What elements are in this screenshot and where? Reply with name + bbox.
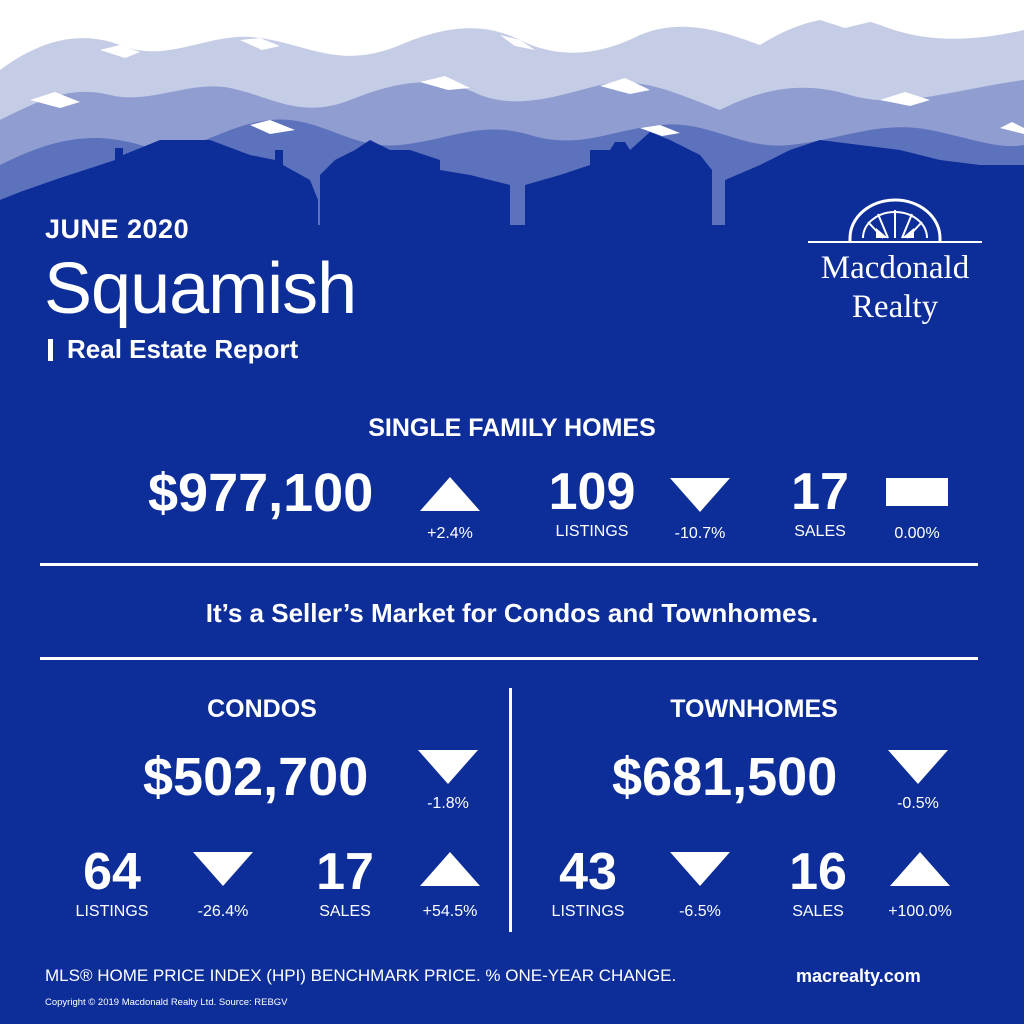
condos-sales: 17 bbox=[316, 843, 374, 901]
condos-listings-label: LISTINGS bbox=[75, 903, 149, 920]
condos-listings: 64 bbox=[83, 843, 141, 901]
mountain-skyline-illustration bbox=[0, 0, 1024, 260]
single-family-title: SINGLE FAMILY HOMES bbox=[368, 414, 656, 442]
sunrise-window-icon bbox=[808, 198, 982, 243]
condos-price: $502,700 bbox=[143, 747, 369, 807]
townhomes-listings-down-arrow-icon bbox=[670, 852, 730, 886]
single-family-sales: 17 bbox=[791, 463, 849, 521]
sales-flat-indicator-icon bbox=[886, 478, 948, 506]
townhomes-sales-change: +100.0% bbox=[888, 903, 952, 920]
report-month: JUNE 2020 bbox=[45, 214, 190, 244]
townhomes-price-down-arrow-icon bbox=[888, 750, 948, 784]
townhomes-price-change: -0.5% bbox=[897, 795, 939, 812]
condos-sales-label: SALES bbox=[319, 903, 371, 920]
divider-middle bbox=[40, 657, 978, 660]
single-family-sales-label: SALES bbox=[794, 523, 846, 540]
townhomes-listings-change: -6.5% bbox=[679, 903, 721, 920]
report-subtitle: Real Estate Report bbox=[48, 334, 298, 365]
condos-listings-change: -26.4% bbox=[197, 903, 249, 920]
condos-price-down-arrow-icon bbox=[418, 750, 478, 784]
single-family-listings-change: -10.7% bbox=[674, 525, 726, 542]
single-family-listings: 109 bbox=[548, 463, 636, 521]
condos-listings-down-arrow-icon bbox=[193, 852, 253, 886]
single-family-price-change: +2.4% bbox=[427, 525, 473, 542]
city-title: Squamish bbox=[44, 249, 357, 329]
brand-name-line2: Realty bbox=[851, 289, 939, 325]
single-family-sales-change: 0.00% bbox=[894, 525, 940, 542]
single-family-listings-label: LISTINGS bbox=[555, 523, 629, 540]
footer-note: MLS® HOME PRICE INDEX (HPI) BENCHMARK PR… bbox=[45, 966, 677, 985]
townhomes-listings-label: LISTINGS bbox=[551, 903, 625, 920]
condos-sales-up-arrow-icon bbox=[420, 852, 480, 886]
price-up-arrow-icon bbox=[420, 477, 480, 511]
report-subtitle-text: Real Estate Report bbox=[67, 334, 299, 364]
townhomes-title: TOWNHOMES bbox=[670, 695, 838, 723]
divider-top bbox=[40, 563, 978, 566]
condos-title: CONDOS bbox=[207, 695, 317, 723]
townhomes-sales: 16 bbox=[789, 843, 847, 901]
copyright-text: Copyright © 2019 Macdonald Realty Ltd. S… bbox=[45, 997, 288, 1008]
condos-price-change: -1.8% bbox=[427, 795, 469, 812]
market-tagline: It’s a Seller’s Market for Condos and To… bbox=[205, 598, 819, 628]
website-link[interactable]: macrealty.com bbox=[796, 966, 921, 986]
townhomes-listings: 43 bbox=[559, 843, 617, 901]
listings-down-arrow-icon bbox=[670, 478, 730, 512]
divider-vertical bbox=[509, 688, 512, 932]
townhomes-sales-up-arrow-icon bbox=[890, 852, 950, 886]
brand-name-line1: Macdonald bbox=[820, 250, 970, 286]
townhomes-price: $681,500 bbox=[612, 747, 838, 807]
townhomes-sales-label: SALES bbox=[792, 903, 844, 920]
single-family-price: $977,100 bbox=[148, 463, 374, 523]
accent-bar bbox=[48, 339, 53, 361]
condos-sales-change: +54.5% bbox=[422, 903, 478, 920]
